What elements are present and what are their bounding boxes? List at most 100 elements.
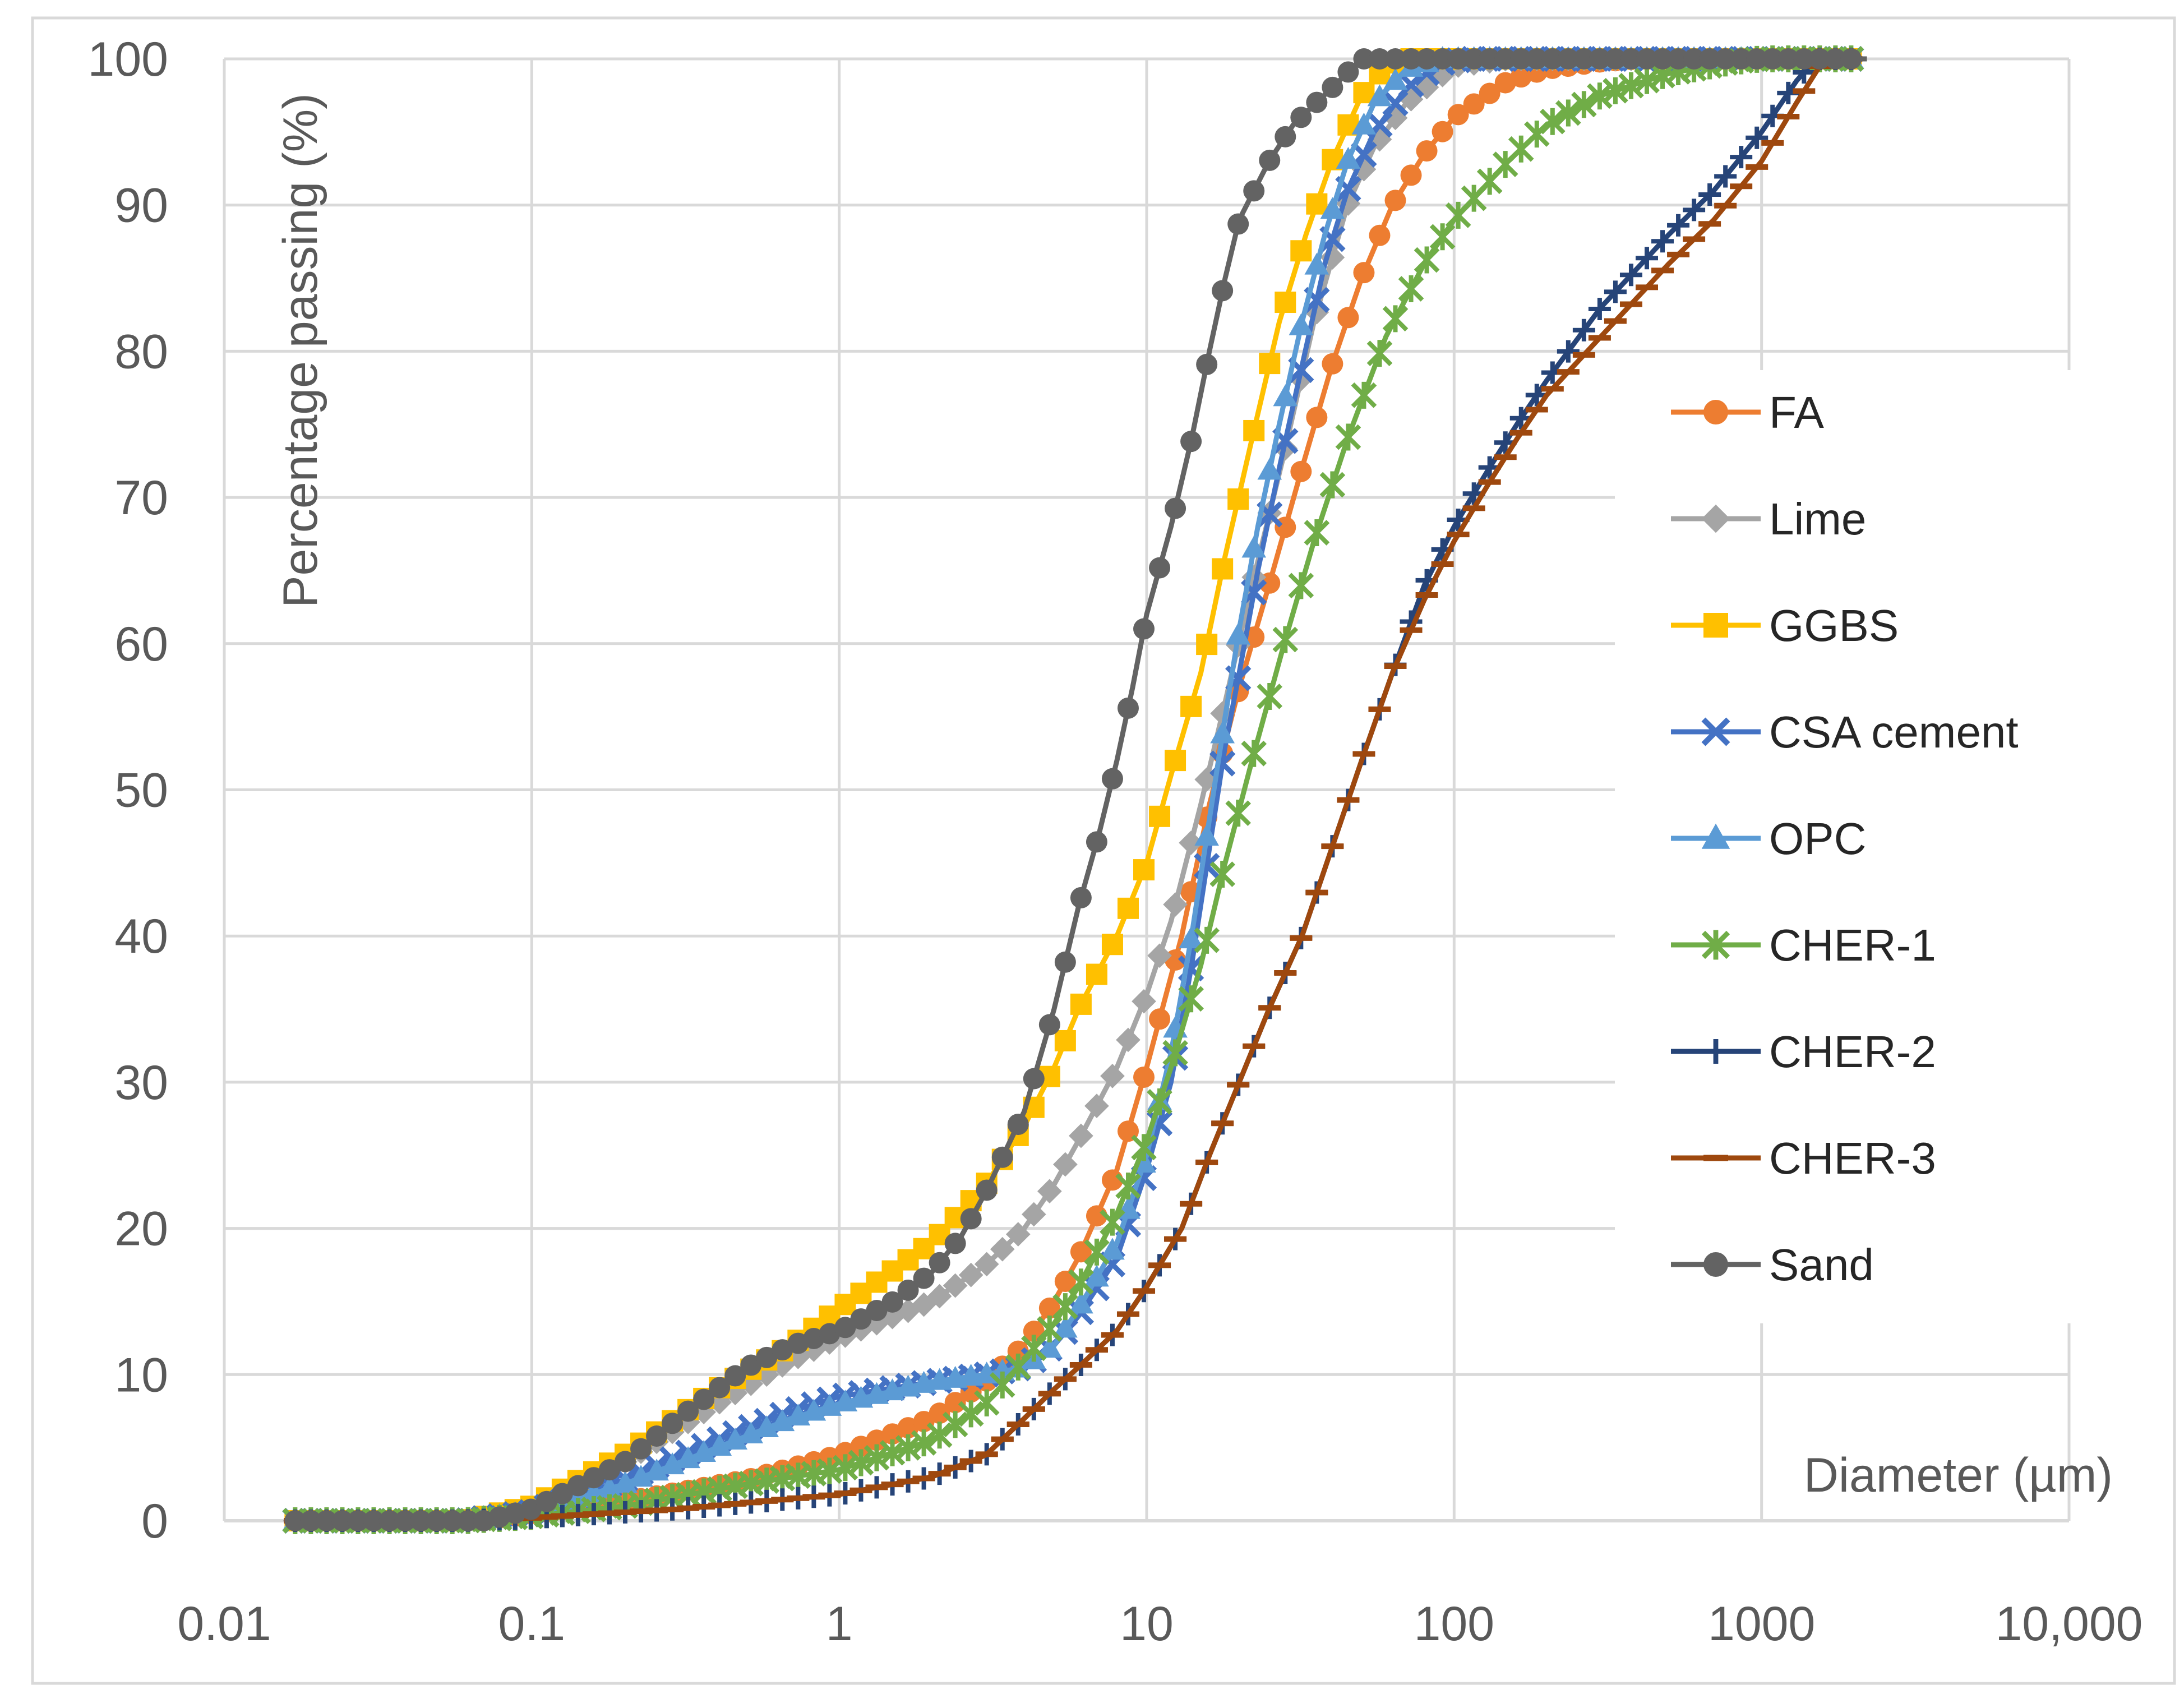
data-point bbox=[1196, 353, 1218, 375]
data-point bbox=[1429, 223, 1456, 251]
data-point bbox=[1225, 800, 1252, 827]
data-point bbox=[1227, 213, 1249, 235]
data-point bbox=[1084, 1238, 1110, 1266]
data-point bbox=[1636, 247, 1658, 270]
data-point bbox=[738, 1422, 764, 1444]
data-point bbox=[1353, 82, 1375, 104]
data-point bbox=[1084, 1093, 1109, 1119]
data-point bbox=[1384, 48, 1406, 70]
data-point bbox=[1257, 458, 1282, 480]
data-point bbox=[1086, 963, 1107, 985]
data-point bbox=[551, 1483, 573, 1504]
data-point bbox=[1021, 1202, 1046, 1227]
data-point bbox=[1620, 48, 1642, 70]
data-point bbox=[1322, 76, 1343, 98]
data-point bbox=[1212, 558, 1234, 580]
data-point bbox=[1289, 313, 1314, 335]
data-point bbox=[929, 1252, 950, 1273]
data-point bbox=[1131, 1134, 1157, 1161]
data-point bbox=[1100, 1064, 1125, 1088]
data-point bbox=[1275, 126, 1296, 147]
data-point bbox=[1180, 431, 1202, 453]
data-point bbox=[300, 1510, 322, 1531]
legend-item: Sand bbox=[1671, 1240, 1874, 1290]
data-point bbox=[1652, 48, 1674, 70]
data-point bbox=[1037, 1315, 1063, 1342]
series-sand bbox=[284, 48, 1867, 1531]
data-point bbox=[1587, 82, 1613, 110]
data-point bbox=[1272, 626, 1299, 653]
legend-label: FA bbox=[1769, 387, 1824, 437]
data-point bbox=[1539, 108, 1566, 135]
data-point bbox=[1447, 48, 1469, 70]
data-point bbox=[1069, 1291, 1093, 1314]
data-point bbox=[1337, 307, 1359, 329]
data-point bbox=[535, 1490, 557, 1512]
data-point bbox=[1320, 197, 1345, 219]
data-point bbox=[1052, 1293, 1078, 1321]
data-point bbox=[1398, 71, 1424, 98]
data-point bbox=[1447, 104, 1469, 126]
data-point bbox=[1257, 682, 1283, 710]
data-point bbox=[284, 1510, 306, 1531]
data-point bbox=[1588, 297, 1611, 320]
data-point bbox=[1117, 697, 1139, 719]
data-point bbox=[1133, 859, 1155, 881]
data-point bbox=[1290, 460, 1312, 482]
data-point bbox=[1288, 572, 1314, 599]
legend-item: OPC bbox=[1671, 814, 1866, 864]
data-point bbox=[662, 1413, 684, 1434]
x-tick-label: 1000 bbox=[1708, 1597, 1815, 1651]
data-point bbox=[1084, 1264, 1109, 1287]
data-point bbox=[1037, 1179, 1062, 1204]
data-point bbox=[1369, 48, 1391, 70]
data-point bbox=[1101, 768, 1123, 790]
data-point bbox=[347, 1510, 369, 1531]
data-point bbox=[974, 1252, 999, 1277]
data-point bbox=[707, 1434, 732, 1456]
data-point bbox=[1147, 1088, 1172, 1115]
data-point bbox=[1382, 305, 1409, 333]
x-tick-label: 1 bbox=[826, 1597, 853, 1651]
data-point bbox=[1070, 1241, 1092, 1263]
y-tick-label: 80 bbox=[114, 325, 168, 379]
data-point bbox=[613, 1471, 638, 1493]
data-point bbox=[1306, 193, 1328, 215]
data-point bbox=[1479, 48, 1500, 70]
data-point bbox=[1698, 183, 1721, 206]
data-point bbox=[1351, 112, 1377, 135]
data-point bbox=[944, 1392, 966, 1414]
legend-label: CHER-1 bbox=[1769, 920, 1936, 970]
data-point bbox=[1021, 1335, 1047, 1362]
data-point bbox=[1557, 48, 1579, 70]
data-point bbox=[1730, 48, 1752, 70]
data-point bbox=[943, 1273, 968, 1298]
data-point bbox=[441, 1510, 463, 1531]
data-point bbox=[1526, 48, 1548, 70]
data-point bbox=[1367, 84, 1392, 107]
data-point bbox=[1132, 989, 1156, 1014]
data-point bbox=[1604, 48, 1626, 70]
data-point bbox=[1117, 897, 1139, 919]
data-point bbox=[1322, 353, 1343, 375]
data-point bbox=[646, 1425, 668, 1447]
data-point bbox=[1241, 740, 1267, 767]
data-point bbox=[801, 1337, 826, 1362]
data-point bbox=[630, 1438, 652, 1460]
data-point bbox=[1432, 48, 1453, 70]
data-point bbox=[1162, 1039, 1188, 1067]
data-point bbox=[850, 1308, 872, 1330]
data-point bbox=[1572, 319, 1595, 341]
data-point bbox=[1178, 985, 1204, 1013]
data-point bbox=[723, 1428, 748, 1450]
y-tick-label: 90 bbox=[114, 179, 168, 233]
data-point bbox=[1809, 48, 1831, 70]
data-point bbox=[929, 1402, 950, 1424]
data-point bbox=[1068, 1268, 1094, 1296]
data-point bbox=[1416, 48, 1438, 70]
data-point bbox=[1038, 1014, 1060, 1036]
legend-label: CHER-3 bbox=[1769, 1133, 1936, 1183]
legend-marker bbox=[1703, 400, 1728, 424]
data-point bbox=[1416, 140, 1438, 162]
data-point bbox=[1463, 93, 1485, 115]
